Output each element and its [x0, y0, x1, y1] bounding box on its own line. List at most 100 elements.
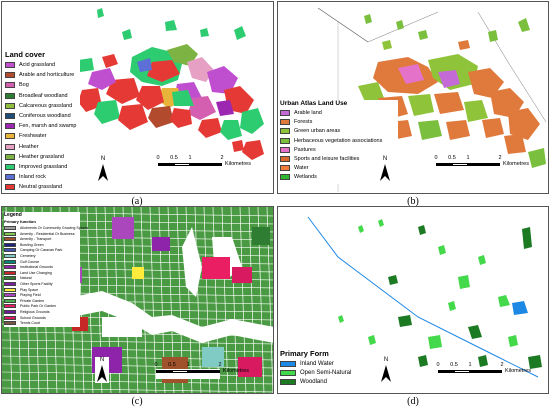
legend-swatch: [5, 153, 15, 160]
scale-tick-label: 0: [434, 155, 438, 161]
legend-label: Fen, marsh and swamp: [19, 123, 77, 130]
scale-segment: [174, 163, 190, 166]
legend-label: Heather grassland: [19, 153, 64, 160]
legend-item: Improved grassland: [5, 163, 80, 170]
legend-item: Land Use Changing: [4, 270, 80, 275]
legend-item: Acid grassland: [5, 62, 80, 68]
scale-segment: [172, 370, 188, 373]
legend-swatch: [5, 123, 15, 130]
scale-tick-label: 1: [466, 155, 470, 161]
legend-item: Arable and horticulture: [5, 72, 80, 79]
legend-swatch: [280, 379, 296, 385]
legend-item: Cemetery: [4, 253, 80, 258]
legend-label: Land Use Changing: [20, 270, 52, 275]
legend-swatch: [4, 309, 16, 314]
north-label: N: [382, 156, 388, 162]
legend-item: Water: [280, 165, 398, 172]
legend-label: Acid grassland: [19, 62, 56, 68]
legend-swatch: [4, 248, 16, 253]
legend-label: Arable land: [294, 110, 322, 116]
scale-segment: [438, 370, 454, 373]
scale-unit: Kilometres: [505, 368, 531, 374]
scale-bar: 0 0.5 1 2 Kilometres: [156, 155, 251, 172]
legend-label: Playing Field: [20, 293, 41, 298]
map-b: [317, 7, 547, 192]
legend-item: Religious Grounds: [4, 309, 80, 314]
legend-label: Allotments Or Community Growing Spaces: [20, 226, 89, 230]
legend-item: Tennis Court: [4, 321, 80, 326]
legend-label: Other Sports Facility: [20, 281, 53, 286]
legend-swatch: [5, 143, 15, 150]
legend-item: School Grounds: [4, 315, 80, 320]
legend-item: Sports and leisure facilities: [280, 155, 398, 162]
scale-segment: [436, 163, 452, 166]
legend-label: Play Space: [20, 287, 39, 292]
legend-item: Calcareous grassland: [5, 102, 80, 109]
legend-swatch: [4, 226, 16, 230]
legend-list: Allotments Or Community Growing Spaces Am…: [4, 226, 88, 326]
north-label: N: [100, 156, 106, 162]
legend-item: Woodland: [280, 379, 370, 385]
legend-title: Urban Atlas Land Use: [280, 100, 348, 107]
legend-label: Amenity - Residential Or Business: [20, 231, 75, 236]
legend-label: Neutral grassland: [19, 184, 63, 191]
legend-label: Amenity - Transport: [20, 237, 52, 242]
legend-item: Wetlands: [280, 174, 398, 181]
legend-item: Golf Course: [4, 259, 80, 264]
legend-label: School Grounds: [20, 315, 46, 320]
panel-c: Legend Primary function Allotments Or Co…: [1, 206, 274, 394]
north-label: N: [99, 357, 105, 363]
legend-item: Arable land: [280, 110, 398, 116]
caption-d: (d): [407, 396, 419, 407]
legend-c: Legend Primary function Allotments Or Co…: [4, 212, 88, 327]
legend-subtitle: Primary function: [4, 219, 36, 224]
legend-item: Amenity - Residential Or Business: [4, 231, 80, 236]
legend-item: Neutral grassland: [5, 184, 80, 191]
scale-tick-label: 1: [188, 155, 192, 161]
legend-swatch: [4, 237, 16, 242]
scale-tick-label: 0.5: [450, 362, 458, 368]
scale-segment: [452, 163, 468, 166]
legend-item: Bowling Green: [4, 242, 80, 247]
legend-item: Open Semi-Natural: [280, 370, 370, 376]
legend-item: Amenity - Transport: [4, 237, 80, 242]
scale-unit: Kilometres: [503, 161, 529, 167]
scale-segment: [188, 370, 220, 373]
legend-swatch: [280, 155, 290, 162]
legend-label: Pastures: [294, 146, 316, 153]
legend-label: Heather: [19, 143, 39, 150]
legend-swatch: [5, 184, 15, 191]
legend-swatch: [280, 119, 290, 126]
legend-swatch: [5, 174, 15, 181]
legend-item: Institutional Grounds: [4, 265, 80, 270]
legend-label: Camping Or Caravan Park: [20, 248, 63, 253]
scale-bar: 0 0.5 1 2 Kilometres: [436, 362, 531, 379]
legend-list: Arable land Forests Green urban areas Herba…: [280, 110, 398, 181]
legend-item: Other Sports Facility: [4, 281, 80, 286]
legend-label: Arable and horticulture: [19, 72, 75, 79]
legend-title: Land cover: [5, 50, 46, 59]
legend-swatch: [5, 102, 15, 109]
panel-d: Primary Form Inland Water Open Semi-Natur…: [277, 206, 549, 394]
legend-label: Inland Water: [300, 361, 334, 367]
legend-swatch: [280, 370, 296, 376]
legend-item: Play Space: [4, 287, 80, 292]
legend-swatch: [5, 163, 15, 170]
legend-item: Broadleaf woodland: [5, 92, 80, 99]
legend-swatch: [280, 165, 290, 172]
scale-segment: [156, 370, 172, 373]
legend-item: Inland rock: [5, 174, 80, 181]
legend-item: Natural: [4, 276, 80, 281]
panel-a: Land cover Acid grassland Arable and hort…: [1, 1, 274, 194]
north-arrow: N: [378, 156, 392, 182]
legend-label: Green urban areas: [294, 128, 341, 135]
caption-c: (c): [131, 396, 143, 407]
legend-swatch: [4, 321, 16, 326]
legend-label: Sports and leisure facilities: [294, 155, 360, 162]
panel-b: Urban Atlas Land Use Arable land Forests G…: [277, 1, 549, 194]
legend-swatch: [4, 270, 16, 275]
scale-unit: Kilometres: [225, 161, 251, 167]
scale-bar: 0 0.5 1 2 Kilometres: [434, 155, 529, 172]
legend-label: Open Semi-Natural: [300, 370, 352, 376]
legend-a: Land cover Acid grassland Arable and hort…: [5, 50, 80, 193]
